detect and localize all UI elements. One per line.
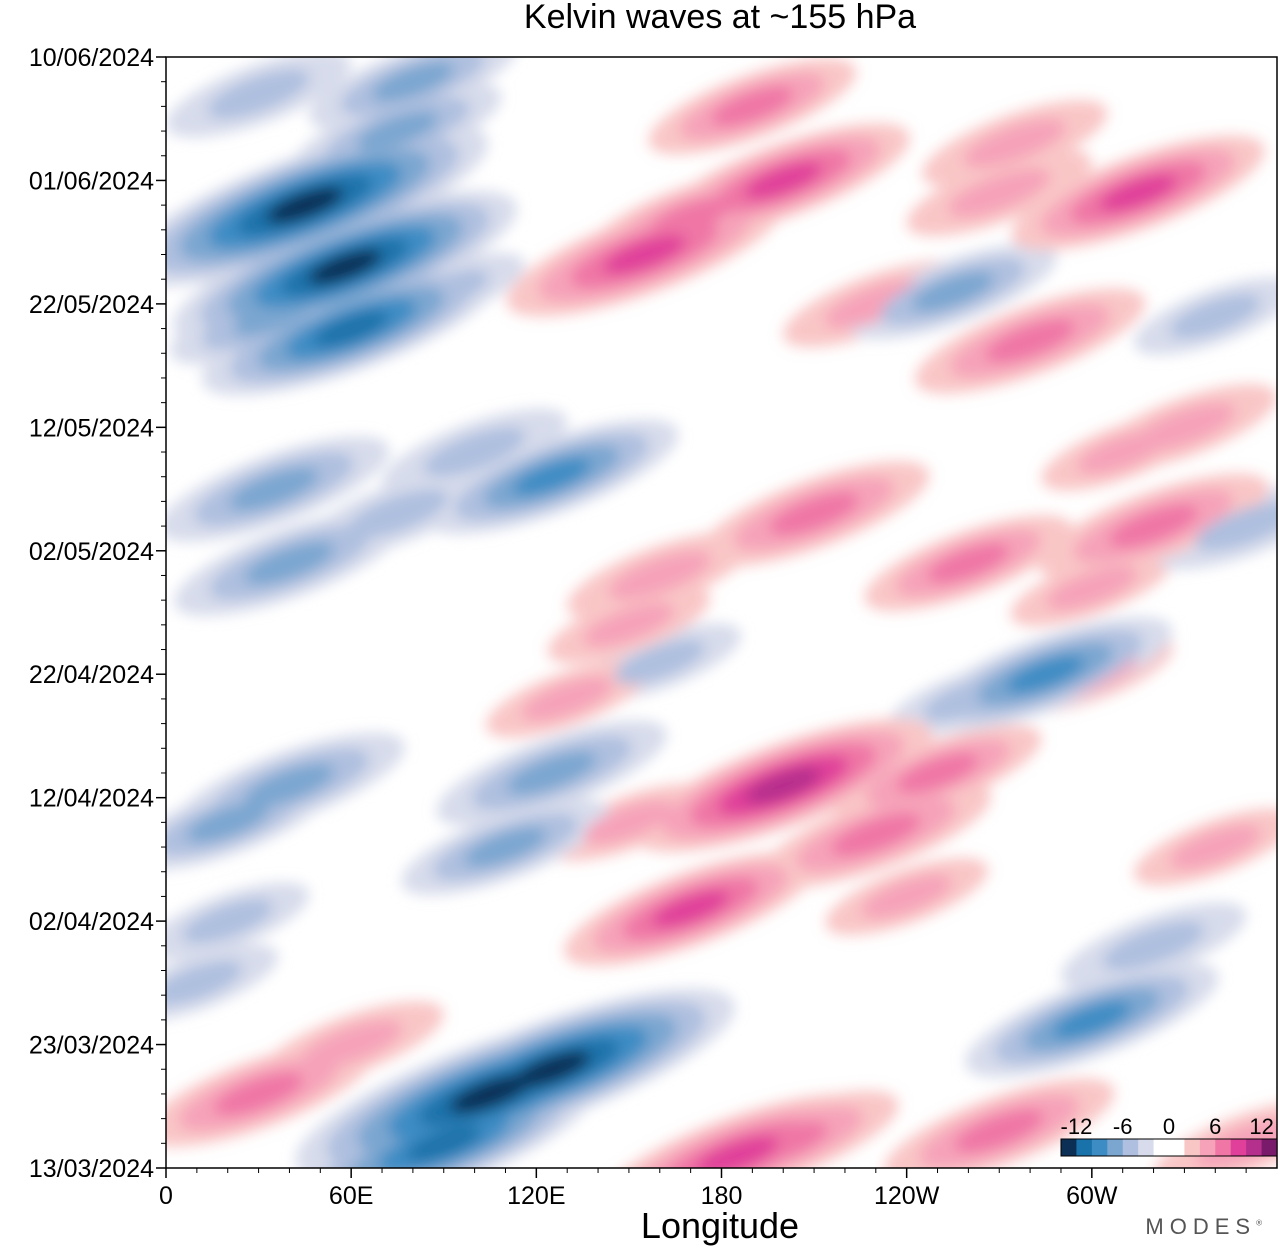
y-tick-label: 10/06/2024 [29,44,154,72]
negative-anomaly-contour [507,751,597,795]
positive-anomaly-contour [831,813,921,856]
negative-anomaly-contour [371,61,454,102]
colorbar-label: 0 [1163,1114,1175,1139]
negative-anomaly-contour [166,960,243,1005]
negative-anomaly-contour [449,1075,531,1113]
negative-anomaly-contour [266,187,344,224]
negative-anomaly-contour [356,111,439,151]
colorbar-bin [1061,1139,1077,1156]
positive-anomaly-contour [583,602,675,647]
x-tick-label: 60W [1066,1182,1118,1210]
y-tick-label: 02/04/2024 [29,908,154,936]
colorbar-bin [1091,1139,1108,1156]
positive-anomaly-contour [521,676,613,722]
colorbar-bin [1261,1139,1278,1156]
x-tick-label: 0 [159,1182,173,1210]
positive-anomaly-contour [954,1109,1045,1153]
negative-anomaly-contour [911,271,994,312]
x-tick-label: 180 [701,1182,743,1210]
negative-anomaly-contour [346,489,449,539]
y-tick-label: 01/06/2024 [29,167,154,195]
negative-anomaly-contour [513,1051,591,1088]
positive-anomaly-contour [213,1072,304,1116]
colorbar-label: 6 [1209,1114,1221,1139]
colorbar-bin [1246,1139,1263,1156]
y-axis: 13/03/2024 23/03/2024 02/04/2024 12/04/2024… [29,44,166,1183]
negative-anomaly-contour [1195,501,1277,551]
negative-anomaly-contour [1006,655,1085,693]
positive-anomaly-contour [1169,824,1261,870]
positive-anomaly-contour [896,753,979,793]
modes-watermark: MODES® [1145,1214,1262,1239]
positive-anomaly-contour [1046,565,1138,610]
negative-anomaly-contour [244,541,335,585]
y-tick-label: 13/03/2024 [29,1155,154,1183]
y-tick-label: 12/05/2024 [29,414,154,442]
colorbar-bin [1138,1139,1155,1156]
negative-anomaly-contour [308,249,382,285]
negative-anomaly-contour [1102,921,1205,971]
positive-anomaly-contour [1099,174,1177,212]
negative-anomaly-contour [186,802,269,843]
x-axis-label: Longitude [641,1205,799,1246]
negative-anomaly-contour [1169,294,1261,339]
negative-anomaly-contour [1053,1001,1131,1039]
positive-anomaly-contour [927,543,1010,583]
negative-anomaly-contour [313,310,389,347]
negative-anomaly-contour [182,899,274,944]
y-tick-label: 22/05/2024 [29,291,154,319]
y-tick-label: 23/03/2024 [29,1032,154,1060]
positive-anomaly-contour [963,118,1066,168]
colorbar-label: 12 [1249,1114,1273,1139]
x-tick-label: 120E [507,1182,565,1210]
negative-anomaly-contour [207,69,310,119]
colorbar-bin [1230,1139,1247,1156]
negative-anomaly-contour [406,1125,482,1162]
positive-anomaly-contour [744,161,823,199]
colorbar-bin [1122,1139,1139,1156]
colorbar-label: -12 [1061,1114,1093,1139]
anomaly-field [166,57,1277,1168]
colorbar-bin [1153,1139,1170,1156]
positive-anomaly-contour [602,234,686,275]
y-tick-label: 22/04/2024 [29,661,154,689]
colorbar-bin [1199,1139,1216,1156]
positive-anomaly-contour [695,1135,779,1168]
positive-anomaly-contour [769,492,859,536]
x-tick-label: 120W [874,1182,940,1210]
colorbar-bin [1169,1139,1185,1156]
positive-anomaly-contour [583,800,675,845]
colorbar-bin [1076,1139,1093,1156]
positive-anomaly-contour [861,874,953,919]
positive-anomaly-contour [711,86,794,127]
colorbar-bin [1107,1139,1124,1156]
negative-anomaly-contour [423,427,526,477]
colorbar-frame [1060,1138,1278,1157]
positive-anomaly-contour [1133,402,1236,452]
colorbar-bin [1184,1139,1201,1156]
colorbar: -12 -6 0 6 12 [1060,1114,1278,1157]
colorbar-bin [1215,1139,1232,1156]
y-tick-label: 02/05/2024 [29,538,154,566]
positive-anomaly-contour [1108,504,1199,548]
positive-anomaly-contour [948,168,1051,218]
x-axis: 0 60E 120E 180 120W 60W [159,1168,1247,1210]
negative-anomaly-contour [229,467,319,511]
chart-title: Kelvin waves at ~155 hPa [524,0,916,36]
positive-anomaly-contour [651,890,730,928]
negative-anomaly-contour [244,764,335,807]
positive-anomaly-contour [985,319,1075,363]
positive-anomaly-contour [300,1020,403,1069]
y-tick-label: 12/04/2024 [29,785,154,813]
colorbar-label: -6 [1113,1114,1133,1139]
negative-anomaly-contour [464,827,547,867]
positive-anomaly-contour [745,767,821,804]
positive-anomaly-contour [608,551,711,600]
x-tick-label: 60E [329,1182,373,1210]
negative-anomaly-contour [614,639,706,684]
negative-anomaly-contour [512,458,591,496]
